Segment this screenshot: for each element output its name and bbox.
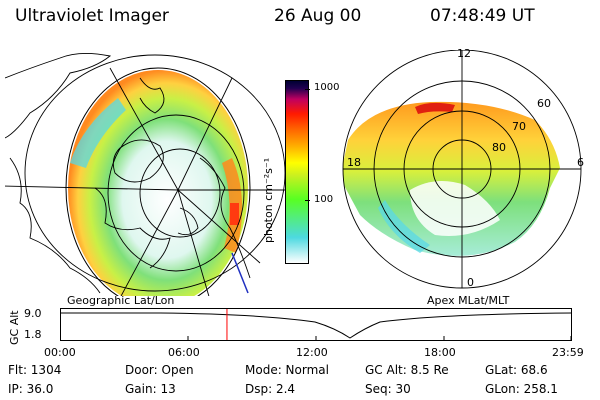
coastline xyxy=(5,53,112,139)
coastline xyxy=(112,139,164,183)
magnetic-polar-plot xyxy=(342,50,582,289)
info-dsp: Dsp: 2.4 xyxy=(245,382,296,396)
info-glat: GLat: 68.6 xyxy=(485,363,548,377)
left-panel-caption: Geographic Lat/Lon xyxy=(67,294,175,307)
mlt-label-dusk: 18 xyxy=(347,156,361,169)
altitude-ytick: 1.8 xyxy=(24,328,42,341)
colorbar-tick xyxy=(305,200,310,201)
altitude-plot xyxy=(60,308,573,341)
coastline xyxy=(199,157,251,279)
info-ip: IP: 36.0 xyxy=(8,382,54,396)
colorbar-unit-label: photon cm⁻²s⁻¹ xyxy=(262,157,275,243)
info-gain: Gain: 13 xyxy=(125,382,176,396)
aurora-disk-geo xyxy=(68,70,248,296)
altitude-xtick: 18:00 xyxy=(424,346,456,359)
info-glon: GLon: 258.1 xyxy=(485,382,558,396)
mlat-label-60: 60 xyxy=(537,97,551,110)
altitude-xtick: 06:00 xyxy=(168,346,200,359)
latitude-circle xyxy=(107,114,245,272)
mlt-label-midnight: 0 xyxy=(467,276,474,289)
info-gc-alt: GC Alt: 8.5 Re xyxy=(365,363,449,377)
colorbar-tick-label: 100 xyxy=(314,194,334,205)
altitude-xtick: 12:00 xyxy=(296,346,328,359)
coastline xyxy=(139,77,165,114)
meridian-line xyxy=(120,189,179,296)
coastline xyxy=(177,207,199,236)
coastline-blue xyxy=(231,252,249,294)
info-flight: Flt: 1304 xyxy=(8,363,62,377)
observation-time: 07:48:49 UT xyxy=(430,6,535,26)
altitude-xtick: 00:00 xyxy=(44,346,76,359)
altitude-xtick: 23:59 xyxy=(552,346,584,359)
aurora-blue-speckle xyxy=(378,200,430,253)
aurora-bright-spot xyxy=(230,203,239,225)
polar-cap-white xyxy=(410,181,500,236)
colorbar-tick xyxy=(305,89,310,90)
meridian-line xyxy=(109,67,179,191)
instrument-title: Ultraviolet Imager xyxy=(15,6,169,26)
altitude-ylabel: GC Alt xyxy=(8,310,21,345)
coastline xyxy=(94,187,171,269)
meridian-line xyxy=(177,77,233,191)
latitude-circle xyxy=(24,54,285,292)
mlat-label-80: 80 xyxy=(492,141,506,154)
mlt-label-dawn: 6 xyxy=(577,156,584,169)
meridian-line xyxy=(177,189,210,296)
altitude-ytick: 9.0 xyxy=(24,307,42,320)
info-door: Door: Open xyxy=(125,363,194,377)
mlat-label-70: 70 xyxy=(512,120,526,133)
altitude-plot-frame xyxy=(60,308,572,341)
aurora-speckle-blue xyxy=(70,98,126,168)
meridian-line xyxy=(5,185,179,191)
info-seq: Seq: 30 xyxy=(365,382,411,396)
info-mode: Mode: Normal xyxy=(245,363,329,377)
colorbar xyxy=(285,80,309,264)
colorbar-tick-label: 1000 xyxy=(314,82,340,93)
coastline xyxy=(9,157,101,294)
mlt-label-noon: 12 xyxy=(457,47,471,60)
right-panel-caption: Apex MLat/MLT xyxy=(427,294,510,307)
observation-date: 26 Aug 00 xyxy=(274,6,362,26)
latitude-circle xyxy=(139,148,221,238)
earth-limb xyxy=(65,67,251,296)
meridian-line xyxy=(177,189,261,264)
altitude-curve xyxy=(61,312,573,339)
geographic-map xyxy=(5,53,285,296)
aurora-bright-mag xyxy=(415,102,455,114)
